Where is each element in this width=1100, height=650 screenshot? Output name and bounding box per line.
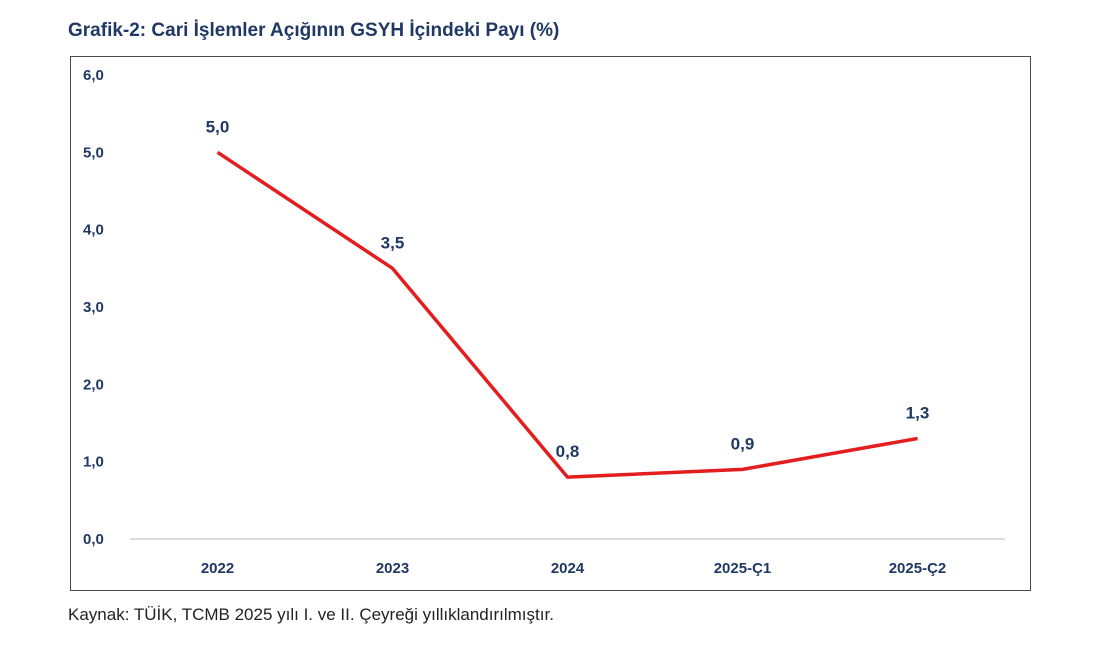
y-tick-label: 3,0 (83, 299, 104, 316)
x-tick-label: 2025-Ç2 (889, 560, 947, 577)
x-tick-label: 2025-Ç1 (714, 560, 772, 577)
y-tick-label: 2,0 (83, 376, 104, 393)
x-tick-label: 2022 (201, 560, 234, 577)
x-tick-label: 2023 (376, 560, 409, 577)
chart-frame (70, 56, 1031, 591)
y-tick-label: 5,0 (83, 144, 104, 161)
y-tick-label: 6,0 (83, 67, 104, 84)
series-line (216, 150, 918, 479)
chart-title: Grafik-2: Cari İşlemler Açığının GSYH İç… (68, 20, 560, 41)
x-tick-label: 2024 (551, 560, 585, 577)
data-label: 1,3 (906, 403, 930, 422)
y-tick-label: 4,0 (83, 222, 104, 239)
data-label: 0,9 (731, 434, 755, 453)
data-label: 0,8 (556, 442, 580, 461)
source-note: Kaynak: TÜİK, TCMB 2025 yılı I. ve II. Ç… (68, 605, 554, 624)
y-tick-label: 0,0 (83, 531, 104, 548)
data-label: 3,5 (381, 233, 405, 252)
data-label: 5,0 (206, 117, 230, 136)
y-tick-label: 1,0 (83, 454, 104, 471)
